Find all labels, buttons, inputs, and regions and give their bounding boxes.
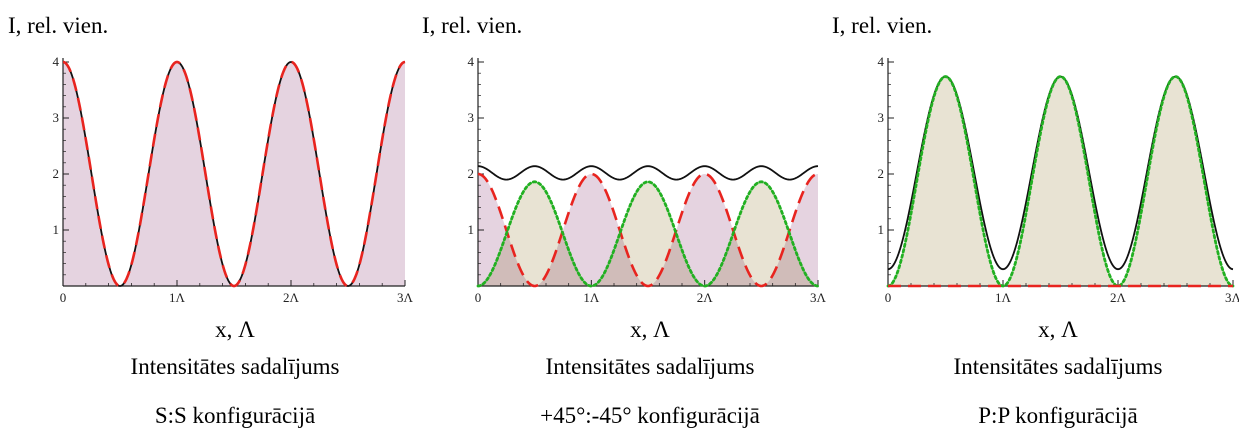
plot-45: 0 1Λ 2Λ 3Λ 1 2 3 4 bbox=[468, 54, 827, 305]
x-tick-label: 1Λ bbox=[583, 290, 600, 305]
caption-title-3: Intensitātes sadalījums bbox=[953, 354, 1163, 379]
y-tick-label: 3 bbox=[468, 110, 475, 125]
caption-title-2: Intensitātes sadalījums bbox=[545, 354, 755, 379]
plot-ss: 0 1Λ 2Λ 3Λ 1 2 3 4 bbox=[53, 54, 414, 305]
y-tick-label: 2 bbox=[53, 166, 60, 181]
series-fill-2 bbox=[888, 76, 1233, 286]
y-tick-label: 1 bbox=[468, 222, 475, 237]
series-line-1-solid bbox=[477, 165, 819, 181]
series-line-3-dotted bbox=[476, 180, 820, 288]
y-axis-label-1: I, rel. vien. bbox=[8, 13, 109, 38]
y-tick-label: 4 bbox=[53, 54, 60, 69]
series-line-2-dashed bbox=[62, 60, 406, 288]
series-line-2-dashed bbox=[477, 172, 819, 288]
y-tick-label: 1 bbox=[53, 222, 60, 237]
x-tick-label: 0 bbox=[60, 290, 67, 305]
y-tick-label: 3 bbox=[53, 110, 60, 125]
x-axis-label-1: x, Λ bbox=[215, 317, 255, 342]
x-tick-label: 3Λ bbox=[397, 290, 413, 305]
caption-title-1: Intensitātes sadalījums bbox=[130, 354, 340, 379]
x-tick-label: 2Λ bbox=[283, 290, 300, 305]
y-tick-label: 4 bbox=[878, 54, 885, 69]
y-axis-label-3: I, rel. vien. bbox=[832, 13, 933, 38]
x-axis-label-3: x, Λ bbox=[1038, 317, 1078, 342]
x-tick-label: 2Λ bbox=[1110, 290, 1127, 305]
x-axis-label-2: x, Λ bbox=[630, 317, 670, 342]
x-tick-label: 2Λ bbox=[697, 290, 714, 305]
y-tick-label: 3 bbox=[878, 110, 885, 125]
caption-config-1: S:S konfigurācijā bbox=[154, 403, 316, 428]
y-tick-label: 4 bbox=[468, 54, 475, 69]
y-axis-label-2: I, rel. vien. bbox=[422, 13, 523, 38]
series-fill-3 bbox=[478, 181, 818, 286]
caption-config-3: P:P konfigurācijā bbox=[978, 403, 1138, 428]
series-fill-2 bbox=[63, 62, 405, 286]
x-tick-label: 0 bbox=[885, 290, 892, 305]
plot-pp: 0 1Λ 2Λ 3Λ 1 2 3 4 bbox=[878, 54, 1239, 305]
x-tick-label: 1Λ bbox=[169, 290, 186, 305]
y-tick-label: 2 bbox=[878, 166, 885, 181]
x-tick-label: 1Λ bbox=[995, 290, 1012, 305]
series-line-1-solid bbox=[62, 61, 406, 287]
x-tick-label: 3Λ bbox=[1225, 290, 1239, 305]
x-tick-label: 0 bbox=[475, 290, 482, 305]
y-tick-label: 2 bbox=[468, 166, 475, 181]
y-tick-label: 1 bbox=[878, 222, 885, 237]
caption-config-2: +45°:-45° konfigurācijā bbox=[540, 403, 760, 428]
series-line-2-dotted bbox=[886, 75, 1235, 288]
x-tick-label: 3Λ bbox=[810, 290, 826, 305]
